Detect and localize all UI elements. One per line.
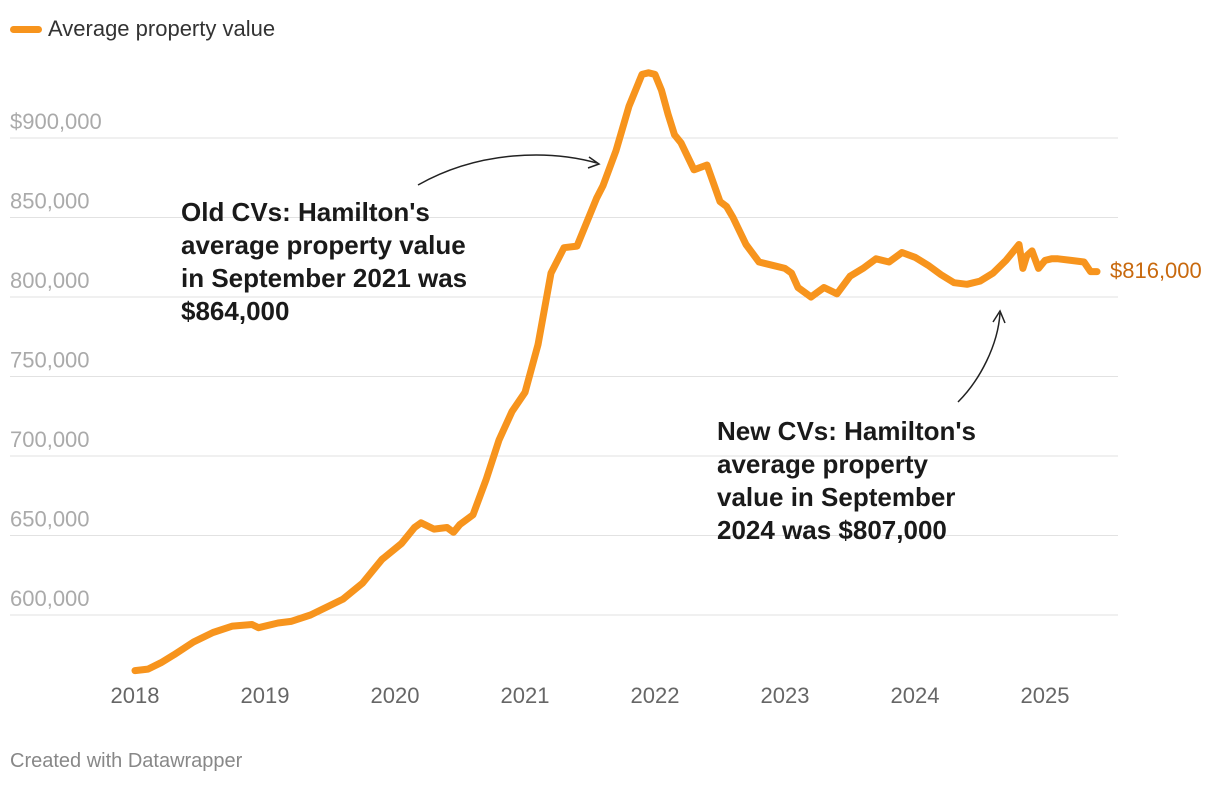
- y-axis-labels: 600,000 650,000 700,000 750,000 800,000 850,0…: [10, 109, 102, 611]
- old-cv-arrowhead: [587, 156, 601, 169]
- legend: Average property value: [10, 16, 275, 42]
- y-tick-label: 600,000: [10, 586, 90, 611]
- new-cv-arrow: [957, 312, 1001, 403]
- x-tick-label: 2024: [891, 683, 940, 708]
- y-tick-label: 750,000: [10, 348, 90, 373]
- y-tick-label: 700,000: [10, 427, 90, 452]
- x-axis-labels: 2018 2019 2020 2021 2022 2023 2024 2025: [111, 683, 1070, 708]
- y-tick-label: 650,000: [10, 507, 90, 532]
- footer-credit: Created with Datawrapper: [10, 750, 243, 772]
- old-cv-arrow: [417, 154, 598, 186]
- series-line-average-property-value: [131, 69, 1101, 675]
- legend-swatch: [10, 25, 42, 33]
- x-tick-label: 2019: [241, 683, 290, 708]
- x-tick-label: 2020: [371, 683, 420, 708]
- new-cv-annotation: New CVs: Hamilton's average property val…: [717, 416, 977, 545]
- gridlines: [10, 137, 1118, 616]
- new-cv-arrowhead: [992, 309, 1006, 324]
- old-cv-annotation: Old CVs: Hamilton's average property val…: [181, 197, 468, 326]
- y-tick-label: 850,000: [10, 189, 90, 214]
- series: [131, 69, 1101, 675]
- y-tick-label: $900,000: [10, 109, 102, 134]
- x-tick-label: 2018: [111, 683, 160, 708]
- annotation-arrows: [417, 154, 1006, 403]
- x-tick-label: 2022: [631, 683, 680, 708]
- x-tick-label: 2021: [501, 683, 550, 708]
- end-value-label: $816,000: [1110, 258, 1202, 283]
- y-tick-label: 800,000: [10, 268, 90, 293]
- x-tick-label: 2023: [761, 683, 810, 708]
- legend-label: Average property value: [48, 16, 276, 41]
- x-tick-label: 2025: [1021, 683, 1070, 708]
